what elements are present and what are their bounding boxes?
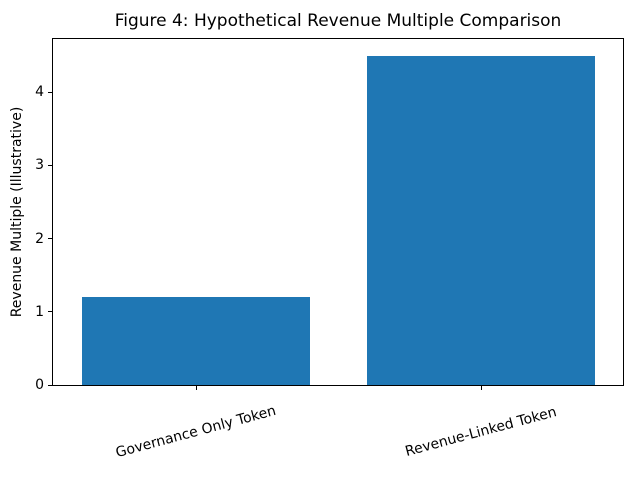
- y-tick-mark: [48, 91, 52, 93]
- y-tick-label: 3: [35, 157, 44, 174]
- x-tick-mark: [195, 386, 197, 390]
- plot-area: [52, 38, 624, 386]
- x-tick-label: Revenue-Linked Token: [402, 404, 558, 460]
- bar-revenue-linked-token: [367, 55, 595, 385]
- x-tick-mark: [480, 386, 482, 390]
- y-tick-label: 2: [35, 230, 44, 247]
- bar-governance-only-token: [82, 297, 310, 385]
- y-tick-mark: [48, 311, 52, 313]
- y-tick-label: 4: [35, 84, 44, 101]
- y-axis-label: Revenue Multiple (Illustrative): [9, 106, 25, 318]
- chart-title: Figure 4: Hypothetical Revenue Multiple …: [114, 11, 562, 31]
- y-tick-label: 0: [35, 377, 44, 393]
- y-tick-mark: [48, 384, 52, 386]
- y-tick-label: 1: [35, 303, 44, 320]
- bars-layer: [53, 39, 623, 385]
- x-tick-label: Governance Only Token: [113, 402, 278, 462]
- y-tick-mark: [48, 164, 52, 166]
- y-tick-mark: [48, 238, 52, 240]
